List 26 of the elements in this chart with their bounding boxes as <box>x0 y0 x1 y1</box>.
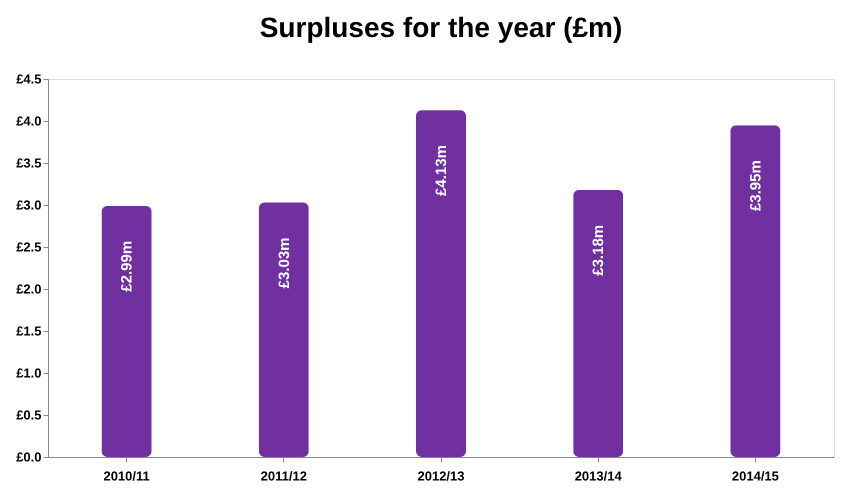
y-tick-label: £3.0 <box>16 198 42 212</box>
x-tick-label: 2011/12 <box>260 468 307 484</box>
x-tick-label: 2013/14 <box>574 468 622 484</box>
y-tick-label: £3.5 <box>16 156 42 170</box>
data-label: £2.99m <box>118 240 136 292</box>
y-tick-label: £2.0 <box>16 282 42 296</box>
data-label: £3.95m <box>747 160 764 212</box>
y-tick-label: £4.0 <box>16 114 42 128</box>
y-tick-label: £0.5 <box>16 408 42 422</box>
data-label: £4.13m <box>433 145 450 196</box>
x-tick-label: 2010/11 <box>103 468 150 484</box>
y-tick-label: £0.0 <box>16 450 42 464</box>
y-tick-label: £4.5 <box>16 72 42 86</box>
y-tick-label: £2.5 <box>16 240 42 254</box>
chart-title: Surpluses for the year (£m) <box>260 12 622 43</box>
y-tick-label: £1.0 <box>16 366 42 380</box>
data-label: £3.18m <box>590 224 608 276</box>
y-tick-label: £1.5 <box>16 324 42 338</box>
bar <box>102 206 152 457</box>
x-tick-label: 2014/15 <box>732 468 779 484</box>
x-tick-label: 2012/13 <box>418 468 464 484</box>
bar <box>258 202 309 457</box>
bar <box>573 190 624 457</box>
bar <box>416 110 466 457</box>
data-label: £3.03m <box>276 237 293 288</box>
bar <box>730 125 780 457</box>
